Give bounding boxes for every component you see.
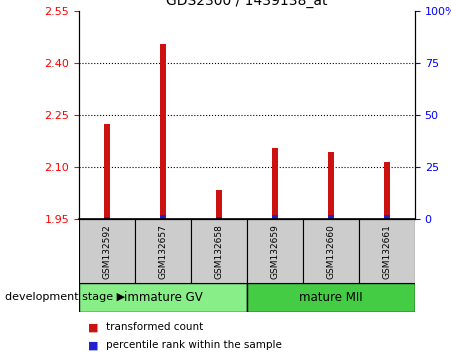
Bar (247, 219, 303, 283)
Bar (79, 219, 135, 283)
Bar (327, 152, 334, 219)
Text: GSM132659: GSM132659 (271, 224, 280, 279)
Bar (383, 215, 390, 219)
Bar (216, 190, 222, 219)
Bar (191, 219, 247, 283)
Bar (247, 283, 415, 312)
Bar (359, 219, 415, 283)
Bar (216, 217, 222, 219)
Text: percentile rank within the sample: percentile rank within the sample (106, 340, 282, 350)
Bar (272, 215, 278, 219)
Text: ■: ■ (88, 322, 98, 332)
Bar (79, 283, 247, 312)
Text: immature GV: immature GV (124, 291, 202, 304)
Text: ■: ■ (88, 340, 98, 350)
Text: GSM132658: GSM132658 (214, 224, 223, 279)
Bar (160, 215, 166, 219)
Text: transformed count: transformed count (106, 322, 203, 332)
Text: GSM132592: GSM132592 (102, 224, 111, 279)
Text: GSM132660: GSM132660 (327, 224, 336, 279)
Bar (327, 215, 334, 219)
Bar (383, 162, 390, 219)
Bar (160, 44, 166, 219)
Text: GSM132661: GSM132661 (382, 224, 391, 279)
Bar (303, 219, 359, 283)
Bar (104, 124, 110, 219)
Text: development stage ▶: development stage ▶ (5, 292, 124, 302)
Text: mature MII: mature MII (299, 291, 363, 304)
Bar (272, 148, 278, 219)
Bar (135, 219, 191, 283)
Text: GSM132657: GSM132657 (158, 224, 167, 279)
Bar (104, 217, 110, 219)
Title: GDS2300 / 1439138_at: GDS2300 / 1439138_at (166, 0, 328, 8)
